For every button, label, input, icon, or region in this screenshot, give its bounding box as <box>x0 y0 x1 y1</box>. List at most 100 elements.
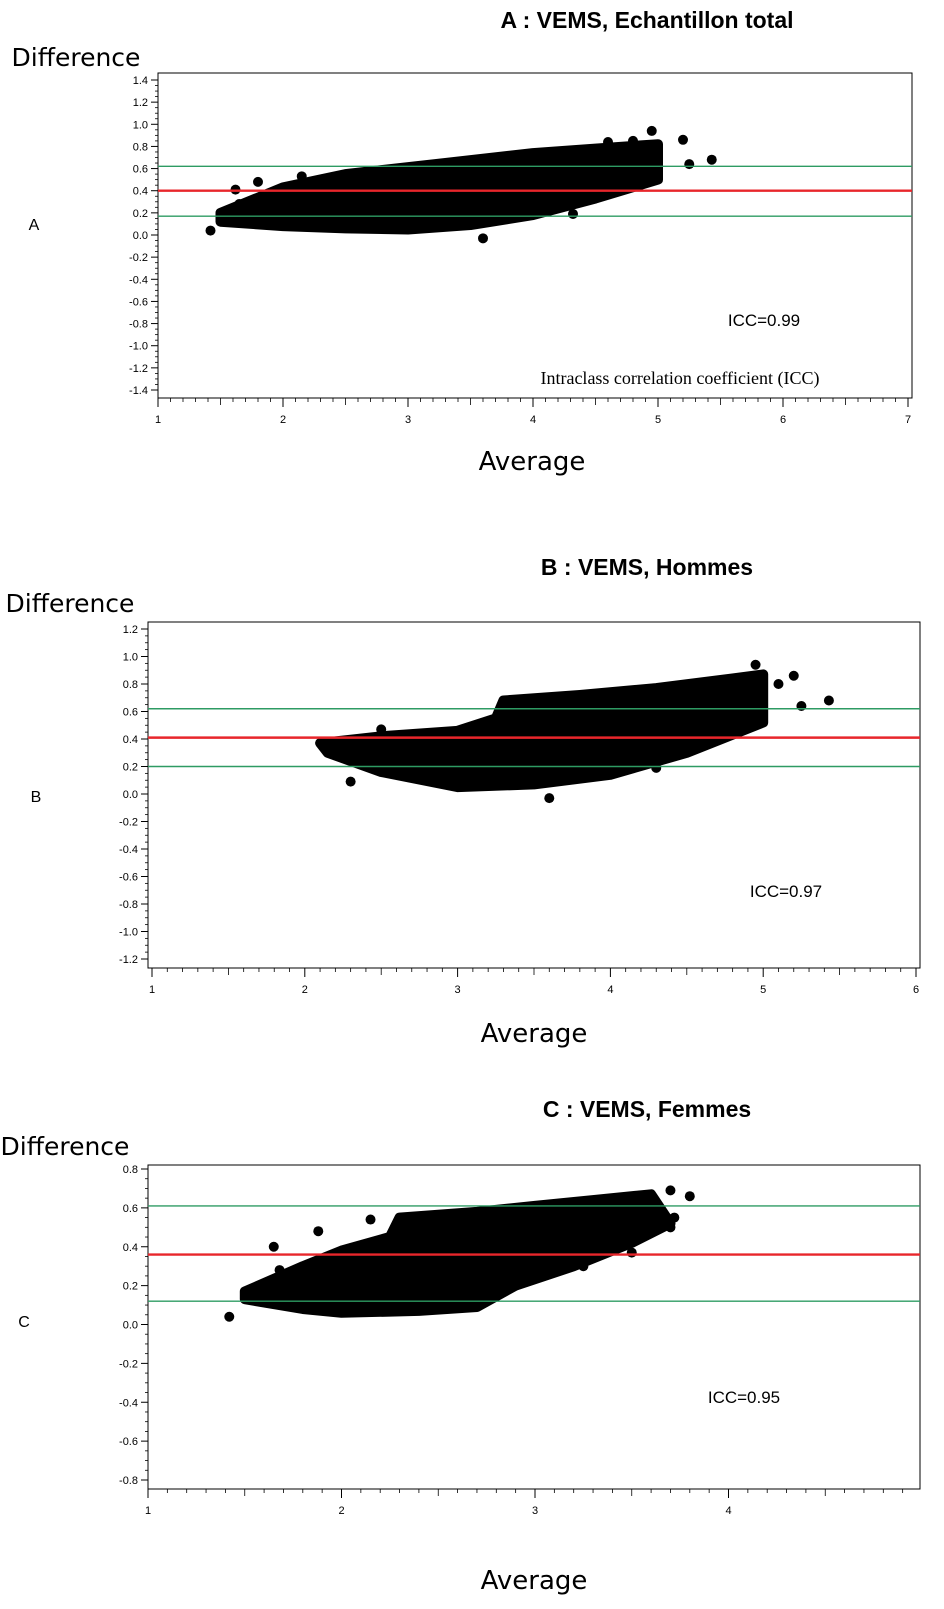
panel-b-y-tick-label: -0.6 <box>119 872 138 884</box>
panel-c-y-tick-label: 0.6 <box>123 1203 138 1215</box>
panel-c-point-10 <box>684 1191 695 1202</box>
panel-a-y-tick-label: -0.8 <box>129 319 148 331</box>
panel-b-point-5 <box>796 701 807 711</box>
panel-c-y-tick-label: 0.8 <box>123 1164 138 1176</box>
panel-a-y-tick-label: 1.0 <box>133 119 148 131</box>
panel-a-point-5 <box>478 233 488 244</box>
panel-a-point-9 <box>684 159 695 170</box>
panel-a-y-tick-label: 1.4 <box>133 75 148 87</box>
panel-c-y-tick-label: -0.8 <box>119 1475 138 1487</box>
panel-b-y-tick-label: 0.2 <box>123 762 138 774</box>
panel-a-y-tick-label: -0.4 <box>129 274 148 286</box>
panel-b-y-tick-label: 0.0 <box>123 789 138 801</box>
panel-b-x-tick-label: 6 <box>913 984 919 996</box>
panel-c-point-11 <box>665 1185 676 1196</box>
panel-a-y-tick-label: -1.4 <box>129 385 148 397</box>
panel-b-point-8 <box>727 679 738 689</box>
panel-c: 0.8 0.6 0.4 0.2 0.0 -0.2 -0.4 -0.6 -0.8 1 2 3 4 C : V… <box>1 1096 921 1596</box>
panel-a-plot-area <box>158 125 912 244</box>
panel-a-point-2 <box>234 199 245 209</box>
panel-b-point-cloud <box>315 669 769 793</box>
panel-c-x-tick-label: 4 <box>725 1505 731 1517</box>
panel-b-x-tick-label: 3 <box>455 984 461 996</box>
panel-a-point-6 <box>568 208 578 219</box>
panel-a-y-tick-label: 1.2 <box>133 97 148 109</box>
panel-a-x-tick-label: 5 <box>655 414 661 426</box>
panel-b-y-tick-label: 0.6 <box>123 707 138 719</box>
panel-c-y-tick-label: -0.2 <box>119 1358 138 1370</box>
panel-c-y-tick-label: -0.6 <box>119 1436 138 1448</box>
panel-b-panel-label: B <box>31 789 42 806</box>
panel-a-point-4 <box>296 171 307 182</box>
panel-a-y-tick-label: 0.8 <box>133 141 148 153</box>
panel-b-title: B : VEMS, Hommes <box>541 554 753 580</box>
panel-c-point-3 <box>313 1226 324 1237</box>
panel-a-point-13 <box>603 137 613 147</box>
panel-a-title: A : VEMS, Echantillon total <box>500 7 793 33</box>
panel-b-point-9 <box>651 762 662 773</box>
panel-c-title: C : VEMS, Femmes <box>543 1096 751 1122</box>
panel-c-x-tick-label: 1 <box>145 1505 151 1517</box>
panel-a-y-tick-label: 0.0 <box>133 230 148 242</box>
panel-c-x-axis-label: Average <box>481 1566 588 1596</box>
panel-c-point-6 <box>578 1261 589 1272</box>
panel-a-x-axis-label: Average <box>479 447 586 477</box>
panel-c-y-tick-label: 0.2 <box>123 1281 138 1293</box>
panel-a-y-tick-label: 0.6 <box>133 164 148 176</box>
panel-b-point-6 <box>823 695 834 706</box>
panel-a-frame <box>157 72 913 399</box>
panel-a-icc-annotation: ICC=0.99 <box>728 311 800 330</box>
panel-b-y-tick-label: 1.0 <box>123 652 138 664</box>
panel-a-point-cloud <box>215 139 663 235</box>
panel-b-x-axis-label: Average <box>481 1019 588 1049</box>
panel-a-y-tick-label: 0.2 <box>133 208 148 220</box>
panel-b-point-1 <box>376 724 387 735</box>
panel-c-point-9 <box>669 1212 680 1223</box>
panel-b-x-tick-label: 2 <box>302 984 308 996</box>
panel-b-point-0 <box>345 776 356 787</box>
panel-b-y-tick-label: 1.2 <box>123 624 138 636</box>
panel-b-y-axis-label: Difference <box>6 589 135 618</box>
panel-b-point-2 <box>544 793 555 804</box>
panel-c-point-2 <box>274 1265 285 1276</box>
panel-b: 1.2 1.0 0.8 0.6 0.4 0.2 0.0 -0.2 -0.4 -0.6 -0.8 -1.… <box>6 554 921 1049</box>
panel-c-y-tick-label: 0.0 <box>123 1320 138 1332</box>
panel-a-panel-label: A <box>29 217 40 234</box>
panel-a-x-tick-label: 4 <box>530 414 536 426</box>
panel-c-point-0 <box>224 1311 235 1322</box>
panel-c-point-4 <box>365 1214 376 1225</box>
panel-c-x-tick-label: 3 <box>532 1505 538 1517</box>
panel-b-point-7 <box>773 679 784 689</box>
panel-a-icc-note: Intraclass correlation coefficient (ICC) <box>540 368 819 389</box>
panel-c-y-tick-label: 0.4 <box>123 1242 138 1254</box>
panel-b-y-tick-label: 0.8 <box>123 679 138 691</box>
panel-a-y-tick-label: -0.6 <box>129 296 148 308</box>
panel-b-y-tick-label: -0.2 <box>119 817 138 829</box>
panel-b-y-tick-label: -1.2 <box>119 954 138 966</box>
panel-b-y-tick-label: 0.4 <box>123 734 138 746</box>
panel-b-y-tick-label: -0.4 <box>119 844 138 856</box>
panel-c-panel-label: C <box>18 1314 30 1331</box>
panel-b-point-4 <box>788 670 799 681</box>
panel-a-y-axis-label: Difference <box>12 43 141 72</box>
panel-a-x-tick-label: 7 <box>905 414 911 426</box>
panel-a-y-tick-label: -1.2 <box>129 363 148 375</box>
panel-a-point-10 <box>706 154 717 165</box>
panel-b-y-tick-label: -1.0 <box>119 927 138 939</box>
panel-a: 1.4 1.2 1.0 0.8 0.6 0.4 0.2 0.0 -0.2 -0.4 -0.6 -0.8… <box>12 7 913 477</box>
panel-a-x-tick-label: 3 <box>405 414 411 426</box>
panel-a-y-tick-label: -1.0 <box>129 341 148 353</box>
panel-a-point-7 <box>646 125 657 136</box>
panel-c-plot-area <box>148 1185 920 1322</box>
panel-b-point-3 <box>750 659 761 670</box>
panel-a-point-12 <box>628 135 638 146</box>
panel-a-x-tick-label: 2 <box>280 414 286 426</box>
panel-b-x-tick-label: 5 <box>760 984 766 996</box>
panel-c-frame <box>147 1164 921 1490</box>
panel-c-point-8 <box>665 1222 676 1233</box>
panel-b-frame <box>147 621 921 969</box>
panel-c-point-12 <box>646 1191 657 1202</box>
panel-c-point-5 <box>510 1280 521 1291</box>
panel-b-icc-annotation: ICC=0.97 <box>750 882 822 901</box>
panel-b-y-tick-label: -0.8 <box>119 899 138 911</box>
